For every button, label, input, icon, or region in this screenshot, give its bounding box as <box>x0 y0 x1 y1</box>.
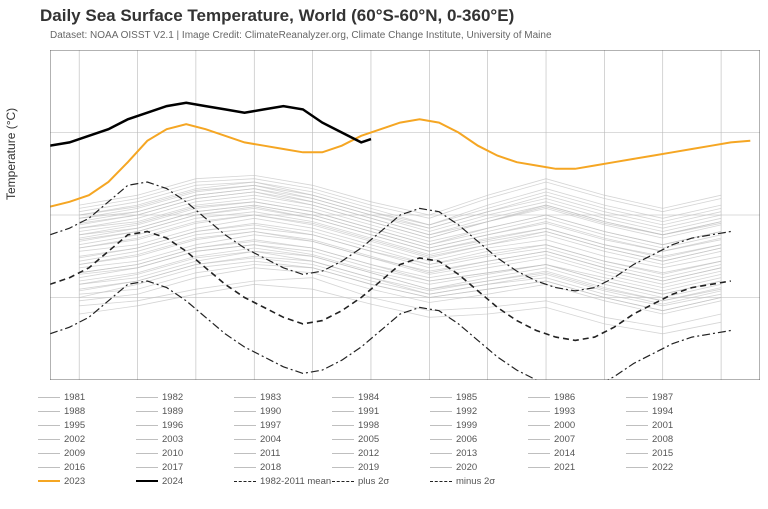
legend-item: 2015 <box>626 446 724 460</box>
legend-item: 2016 <box>38 460 136 474</box>
legend-item: 2011 <box>234 446 332 460</box>
legend-item: 1982-2011 mean <box>234 474 332 488</box>
legend-item: 2020 <box>430 460 528 474</box>
legend-item: minus 2σ <box>430 474 528 488</box>
chart-subtitle: Dataset: NOAA OISST V2.1 | Image Credit:… <box>50 30 552 41</box>
legend-item: 2021 <box>528 460 626 474</box>
legend-item: 2009 <box>38 446 136 460</box>
legend-item: 2010 <box>136 446 234 460</box>
legend-item: 1993 <box>528 404 626 418</box>
legend-item: 2005 <box>332 432 430 446</box>
legend-item: 2019 <box>332 460 430 474</box>
legend-item: 1986 <box>528 390 626 404</box>
legend-item: 1999 <box>430 418 528 432</box>
chart-title: Daily Sea Surface Temperature, World (60… <box>40 6 514 26</box>
legend-item: 2000 <box>528 418 626 432</box>
legend-item: 1997 <box>234 418 332 432</box>
legend-item: 1983 <box>234 390 332 404</box>
legend-item: 1984 <box>332 390 430 404</box>
legend-item: 2007 <box>528 432 626 446</box>
legend-item: 1982 <box>136 390 234 404</box>
legend-item: 2001 <box>626 418 724 432</box>
legend-item: 1987 <box>626 390 724 404</box>
legend-item: 1988 <box>38 404 136 418</box>
legend-item: 1991 <box>332 404 430 418</box>
legend-item: 2003 <box>136 432 234 446</box>
legend-item: 1989 <box>136 404 234 418</box>
legend-item: 1992 <box>430 404 528 418</box>
legend-item: 1995 <box>38 418 136 432</box>
legend-item: 1990 <box>234 404 332 418</box>
legend-item: 2024 <box>136 474 234 488</box>
legend-item: 1996 <box>136 418 234 432</box>
legend-item: 2014 <box>528 446 626 460</box>
legend-item: 2013 <box>430 446 528 460</box>
legend-item: 2017 <box>136 460 234 474</box>
legend-item: plus 2σ <box>332 474 430 488</box>
legend-item: 2006 <box>430 432 528 446</box>
legend-item: 2012 <box>332 446 430 460</box>
legend-item: 2002 <box>38 432 136 446</box>
legend-item: 2018 <box>234 460 332 474</box>
legend-item: 1981 <box>38 390 136 404</box>
legend-item: 1985 <box>430 390 528 404</box>
y-axis-label: Temperature (°C) <box>4 108 18 200</box>
legend-item: 1998 <box>332 418 430 432</box>
legend-item: 2008 <box>626 432 724 446</box>
legend-item: 1994 <box>626 404 724 418</box>
legend-item: 2022 <box>626 460 724 474</box>
sst-chart: 19.52020.52121.5 JanFebMarAprMayJunJulAu… <box>50 50 760 380</box>
legend-item: 2004 <box>234 432 332 446</box>
legend-item: 2023 <box>38 474 136 488</box>
chart-legend: 1981198219831984198519861987 198819891990… <box>38 390 758 488</box>
